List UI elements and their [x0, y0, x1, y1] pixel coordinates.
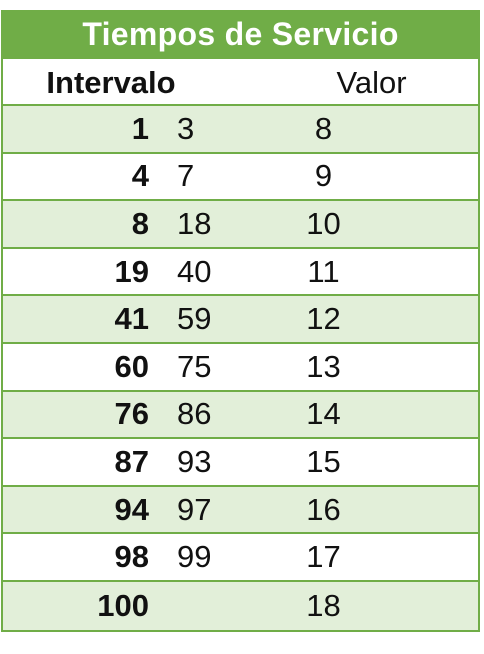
row-value: 15: [306, 443, 341, 479]
table-row: 41 59 12: [3, 296, 478, 344]
interval-from: 1: [131, 110, 149, 146]
row-value: 8: [314, 110, 333, 146]
table-header-row: Intervalo Valor: [3, 59, 478, 106]
table-row: 8 18 10: [3, 201, 478, 249]
table-row: 19 40 11: [3, 249, 478, 297]
header-interval: Intervalo: [46, 65, 176, 100]
header-value: Valor: [336, 65, 407, 100]
table-row: 60 75 13: [3, 344, 478, 392]
table-row: 1 3 8: [3, 106, 478, 154]
interval-to: 40: [177, 253, 212, 289]
row-value: 14: [306, 396, 341, 432]
interval-from: 8: [131, 205, 149, 241]
row-value: 10: [306, 205, 341, 241]
table-row: 76 86 14: [3, 391, 478, 440]
interval-to: 59: [177, 301, 212, 337]
interval-to: 86: [177, 396, 212, 432]
interval-from: 100: [97, 587, 149, 623]
table-row: 94 97 16: [3, 486, 478, 535]
interval-from: 41: [114, 301, 149, 337]
row-value: 17: [306, 539, 341, 575]
interval-from: 87: [114, 443, 149, 479]
table-row: 4 7 9: [3, 154, 478, 202]
table-row: 98 99 17: [3, 534, 478, 582]
interval-to: 75: [177, 348, 212, 384]
interval-from: 19: [114, 253, 149, 289]
interval-to: 93: [177, 443, 212, 479]
interval-from: 94: [114, 491, 149, 527]
row-value: 11: [307, 253, 340, 289]
interval-from: 60: [114, 348, 149, 384]
row-value: 18: [306, 587, 341, 623]
table-row: 100 18: [3, 581, 478, 630]
row-value: 9: [314, 158, 333, 194]
table-row: 87 93 15: [3, 439, 478, 487]
interval-to: 97: [177, 491, 212, 527]
interval-to: 99: [177, 539, 212, 575]
interval-to: 18: [177, 205, 212, 241]
interval-from: 4: [131, 158, 149, 194]
interval-to: 3: [177, 110, 195, 146]
table-title: Tiempos de Servicio: [3, 10, 478, 59]
row-value: 12: [306, 301, 341, 337]
row-value: 13: [306, 348, 341, 384]
service-times-table: Tiempos de Servicio Intervalo Valor 1 3 …: [1, 10, 480, 632]
interval-from: 76: [114, 396, 149, 432]
interval-from: 98: [114, 539, 149, 575]
row-value: 16: [306, 491, 341, 527]
interval-to: 7: [177, 158, 195, 194]
